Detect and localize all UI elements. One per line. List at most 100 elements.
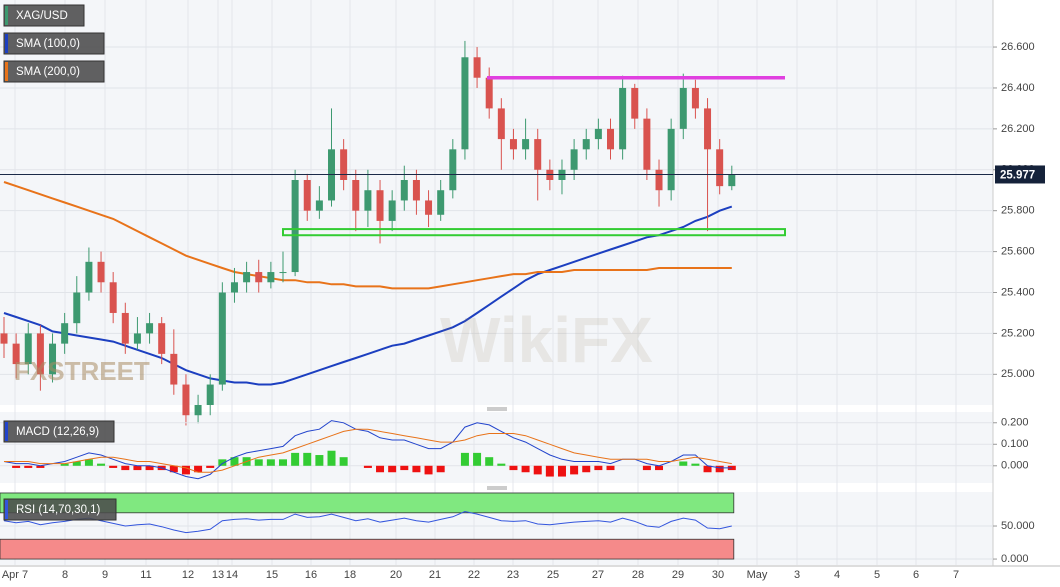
rsi-line — [3, 510, 732, 534]
x-tick-label: 9 — [102, 569, 108, 581]
candle-body — [497, 108, 505, 140]
histogram-bar — [424, 465, 433, 475]
histogram-bar — [570, 465, 579, 475]
legend-label: RSI (14,70,30,1) — [16, 504, 101, 516]
candle-body — [85, 261, 93, 293]
histogram-bar — [606, 465, 615, 471]
candle-body — [61, 323, 69, 344]
histogram-bar — [691, 463, 700, 466]
y-tick-label: 25.200 — [1001, 327, 1035, 339]
histogram-bar — [169, 465, 178, 473]
x-tick-label: 21 — [429, 569, 441, 581]
candle-body — [255, 272, 263, 283]
candle-body — [485, 77, 493, 109]
candle-body — [425, 200, 433, 215]
histogram-bar — [594, 465, 603, 471]
x-tick-label: May — [747, 569, 768, 581]
y-tick-label: 25.800 — [1001, 205, 1035, 217]
legend-label: MACD (12,26,9) — [16, 426, 99, 438]
candle-body — [364, 190, 372, 211]
x-tick-label: 20 — [390, 569, 402, 581]
histogram-bar — [109, 465, 118, 468]
legend-box — [3, 60, 105, 83]
histogram-bar — [533, 465, 542, 475]
candle-body — [716, 149, 724, 187]
candle-body — [194, 405, 202, 416]
histogram-bar — [145, 465, 154, 471]
histogram-bar — [460, 452, 469, 466]
candle-body — [340, 149, 348, 180]
legend-swatch — [5, 34, 8, 53]
legend-swatch — [5, 6, 8, 25]
histogram-bar — [339, 457, 348, 466]
histogram-bar — [485, 457, 494, 466]
histogram-bar — [36, 465, 45, 468]
histogram-bar — [655, 465, 664, 471]
candle-body — [388, 200, 396, 221]
x-tick-label: 4 — [834, 569, 840, 581]
candle-body — [158, 323, 166, 354]
candle-body — [146, 323, 154, 334]
legend-label: XAG/USD — [16, 10, 68, 22]
x-tick-label: 14 — [226, 569, 238, 581]
histogram-bar — [278, 459, 287, 466]
candle-body — [170, 353, 178, 385]
candle-body — [594, 128, 602, 140]
last-price-label: 25.977 — [1000, 170, 1035, 182]
candle-body — [291, 180, 299, 273]
x-tick-label: 11 — [140, 569, 151, 581]
x-tick-label: 6 — [913, 569, 919, 581]
histogram-bar — [545, 465, 554, 477]
histogram-bar — [230, 457, 239, 466]
histogram-bar — [97, 463, 106, 466]
candle-body — [24, 333, 32, 365]
x-tick-label: 27 — [592, 569, 604, 581]
x-tick-label: 22 — [468, 569, 480, 581]
histogram-bar — [497, 463, 506, 466]
histogram-bar — [703, 465, 712, 473]
histogram-bar — [121, 465, 130, 471]
candle-body — [49, 343, 57, 375]
x-tick-label: 23 — [507, 569, 519, 581]
histogram-bar — [194, 465, 203, 473]
y-tick-label: 0.100 — [1001, 438, 1029, 450]
x-tick-label: 13 — [212, 569, 224, 581]
candle-body — [449, 149, 457, 191]
y-tick-label: 50.000 — [1001, 520, 1035, 532]
y-tick-label: 25.000 — [1001, 368, 1035, 380]
candle-body — [631, 87, 639, 119]
x-tick-label: 5 — [874, 569, 880, 581]
candle-body — [12, 343, 20, 365]
candle-body — [121, 312, 129, 344]
legend-box — [3, 32, 105, 55]
candle-body — [655, 169, 663, 191]
histogram-bar — [715, 465, 724, 473]
histogram-bar — [363, 465, 372, 468]
candle-body — [303, 180, 311, 211]
histogram-bar — [376, 465, 385, 473]
candle-body — [36, 333, 44, 375]
watermark: FXSTREET — [14, 356, 150, 386]
histogram-bar — [642, 465, 651, 471]
candle-body — [570, 149, 578, 170]
candle-body — [667, 128, 675, 191]
histogram-bar — [473, 452, 482, 466]
x-tick-label: 28 — [632, 569, 644, 581]
legend-swatch — [5, 62, 8, 81]
macd-line — [3, 420, 732, 480]
candle-body — [218, 292, 226, 385]
histogram-bar — [291, 452, 300, 466]
candle-body — [267, 272, 275, 283]
histogram-bar — [181, 465, 190, 475]
histogram-bar — [388, 465, 397, 473]
candle-body — [619, 87, 627, 150]
x-tick-label: 3 — [794, 569, 800, 581]
histogram-bar — [218, 459, 227, 466]
histogram-bar — [303, 452, 312, 466]
candle-body — [704, 108, 712, 150]
histogram-bar — [133, 465, 142, 471]
candle-body — [509, 139, 517, 150]
